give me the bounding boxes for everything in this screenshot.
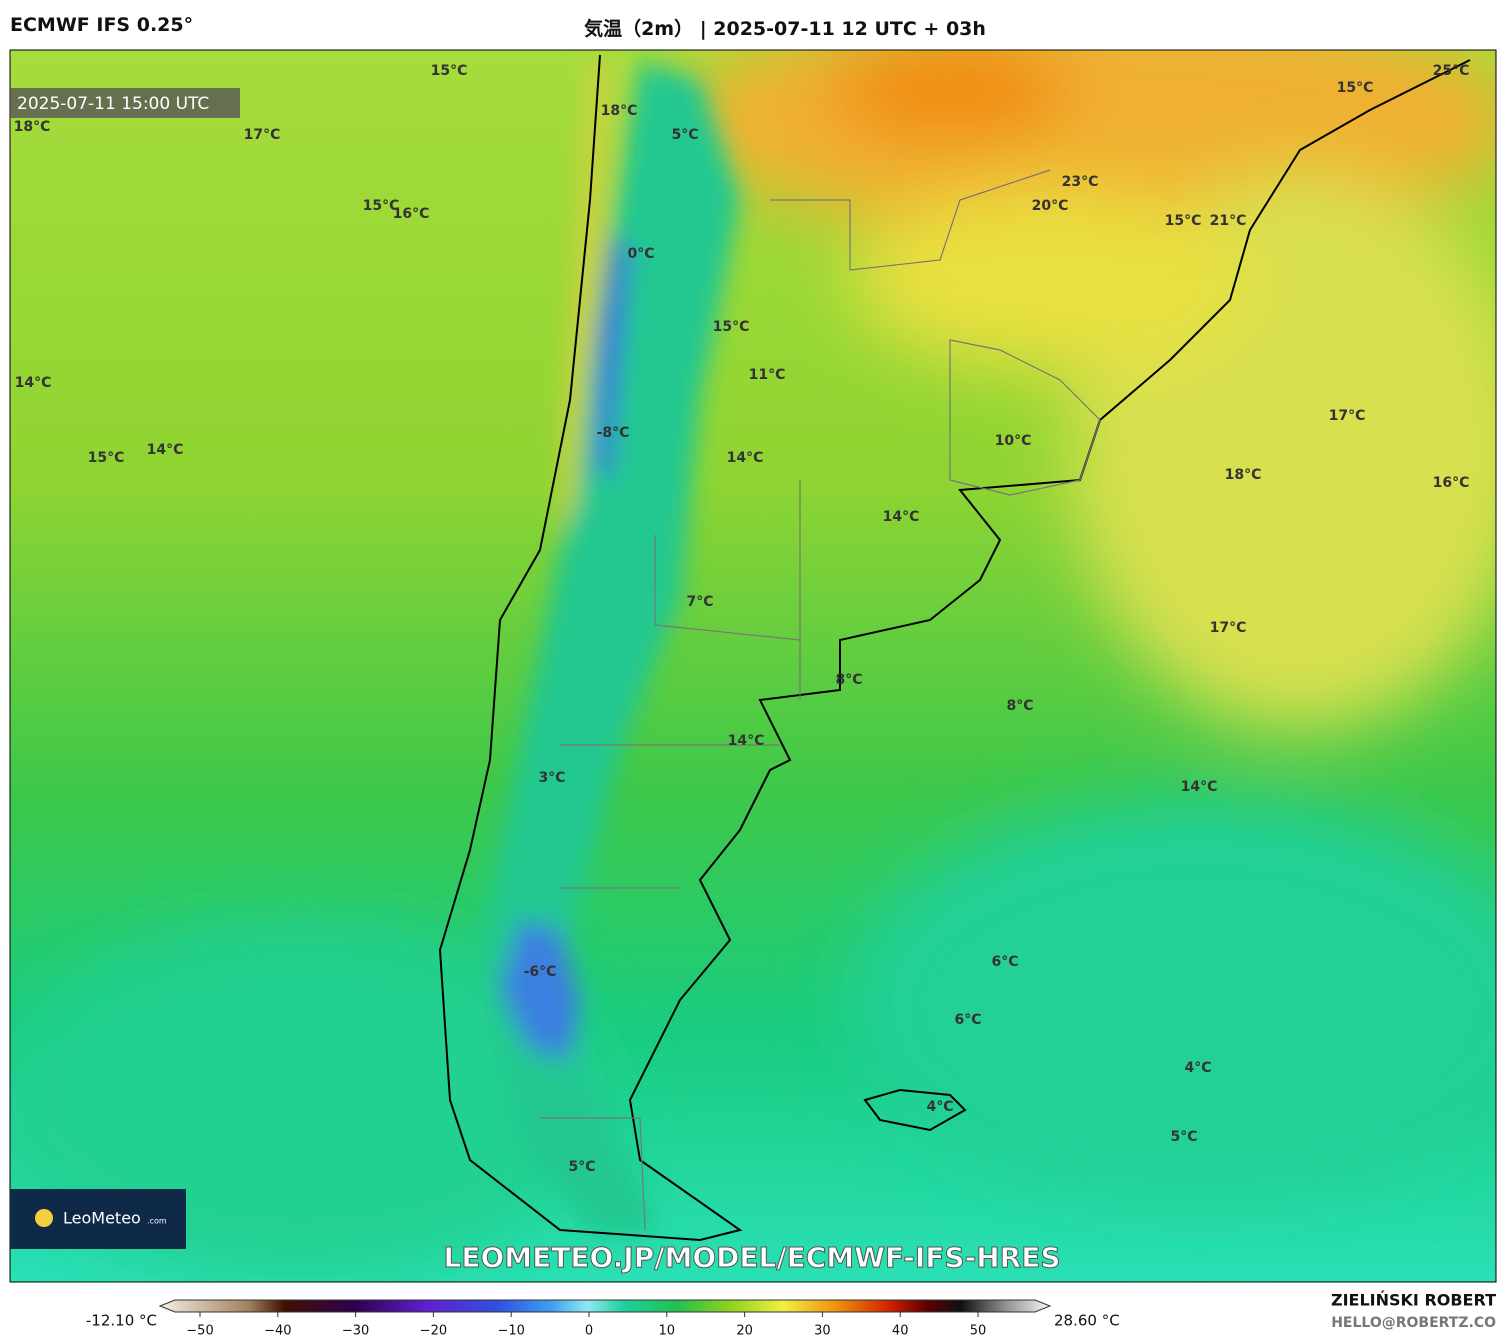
- temperature-label: 3°C: [538, 770, 565, 786]
- timestamp-box: [10, 88, 240, 118]
- temperature-label: 18°C: [601, 103, 638, 119]
- temperature-label: 15°C: [88, 450, 125, 466]
- temperature-label: 10°C: [995, 433, 1032, 449]
- temperature-label: 15°C: [1337, 80, 1374, 96]
- temperature-label: 5°C: [568, 1159, 595, 1175]
- temperature-label: 5°C: [1170, 1129, 1197, 1145]
- temperature-label: 23°C: [1062, 174, 1099, 190]
- colorbar-tick-label: −10: [497, 1324, 524, 1339]
- temperature-label: -8°C: [597, 425, 630, 441]
- map-title: 気温（2m） | 2025-07-11 12 UTC + 03h: [584, 18, 986, 40]
- colorbar-tick-label: 40: [892, 1324, 909, 1339]
- temperature-label: 16°C: [393, 206, 430, 222]
- temperature-label: 17°C: [1329, 408, 1366, 424]
- temperature-label: 14°C: [15, 375, 52, 391]
- temperature-label: 18°C: [14, 119, 51, 135]
- temperature-label: 14°C: [727, 450, 764, 466]
- watermark: LEOMETEO.JP/MODEL/ECMWF-IFS-HRES: [443, 1241, 1060, 1274]
- temperature-label: 15°C: [713, 319, 750, 335]
- temperature-label: 6°C: [954, 1012, 981, 1028]
- temperature-label: 14°C: [1181, 779, 1218, 795]
- colorbar: −50 −40 −30 −20 −10 0 10 20 30 40 50: [158, 1299, 1052, 1339]
- colorbar-tick-label: −20: [420, 1324, 447, 1339]
- logo-name: LeoMeteo: [63, 1209, 141, 1228]
- temperature-label: 7°C: [686, 594, 713, 610]
- temperature-label: 16°C: [1433, 475, 1470, 491]
- colorbar-tick-label: 10: [659, 1324, 676, 1339]
- colorbar-max: 28.60 °C: [1054, 1312, 1120, 1330]
- colorbar-tick-label: 30: [814, 1324, 831, 1339]
- temperature-label: 15°C: [431, 63, 468, 79]
- temperature-label: 4°C: [926, 1099, 953, 1115]
- colorbar-min: -12.10 °C: [86, 1312, 157, 1330]
- colorbar-tick-label: 0: [585, 1324, 593, 1339]
- temperature-label: 0°C: [627, 246, 654, 262]
- temperature-label: 14°C: [883, 509, 920, 525]
- temperature-label: 15°C: [1165, 213, 1202, 229]
- temperature-label: -6°C: [524, 964, 557, 980]
- colorbar-tick-label: −50: [186, 1324, 213, 1339]
- temperature-label: 15°C: [363, 198, 400, 214]
- author: ZIELIŃSKI ROBERT: [1331, 1291, 1496, 1310]
- email: HELLO@ROBERTZ.CO: [1331, 1315, 1496, 1331]
- temperature-label: 14°C: [728, 733, 765, 749]
- map-field: [10, 50, 1496, 1282]
- model-name: ECMWF IFS 0.25°: [10, 14, 194, 36]
- logo-suffix: .com: [147, 1217, 167, 1226]
- timestamp: 2025-07-11 15:00 UTC: [17, 94, 209, 114]
- temperature-label: 25°C: [1433, 63, 1470, 79]
- temperature-label: 6°C: [991, 954, 1018, 970]
- temperature-label: 8°C: [835, 672, 862, 688]
- temperature-label: 20°C: [1032, 198, 1069, 214]
- colorbar-tick-label: 20: [736, 1324, 753, 1339]
- temperature-label: 17°C: [244, 127, 281, 143]
- temperature-label: 4°C: [1184, 1060, 1211, 1076]
- temperature-label: 21°C: [1210, 213, 1247, 229]
- logo-sun: [35, 1209, 53, 1227]
- colorbar-tick-label: 50: [970, 1324, 987, 1339]
- temperature-label: 18°C: [1225, 467, 1262, 483]
- colorbar-tick-label: −30: [342, 1324, 369, 1339]
- temperature-label: 5°C: [671, 127, 698, 143]
- temperature-label: 14°C: [147, 442, 184, 458]
- temperature-label: 8°C: [1006, 698, 1033, 714]
- temperature-label: 17°C: [1210, 620, 1247, 636]
- temperature-label: 11°C: [749, 367, 786, 383]
- colorbar-tick-label: −40: [264, 1324, 291, 1339]
